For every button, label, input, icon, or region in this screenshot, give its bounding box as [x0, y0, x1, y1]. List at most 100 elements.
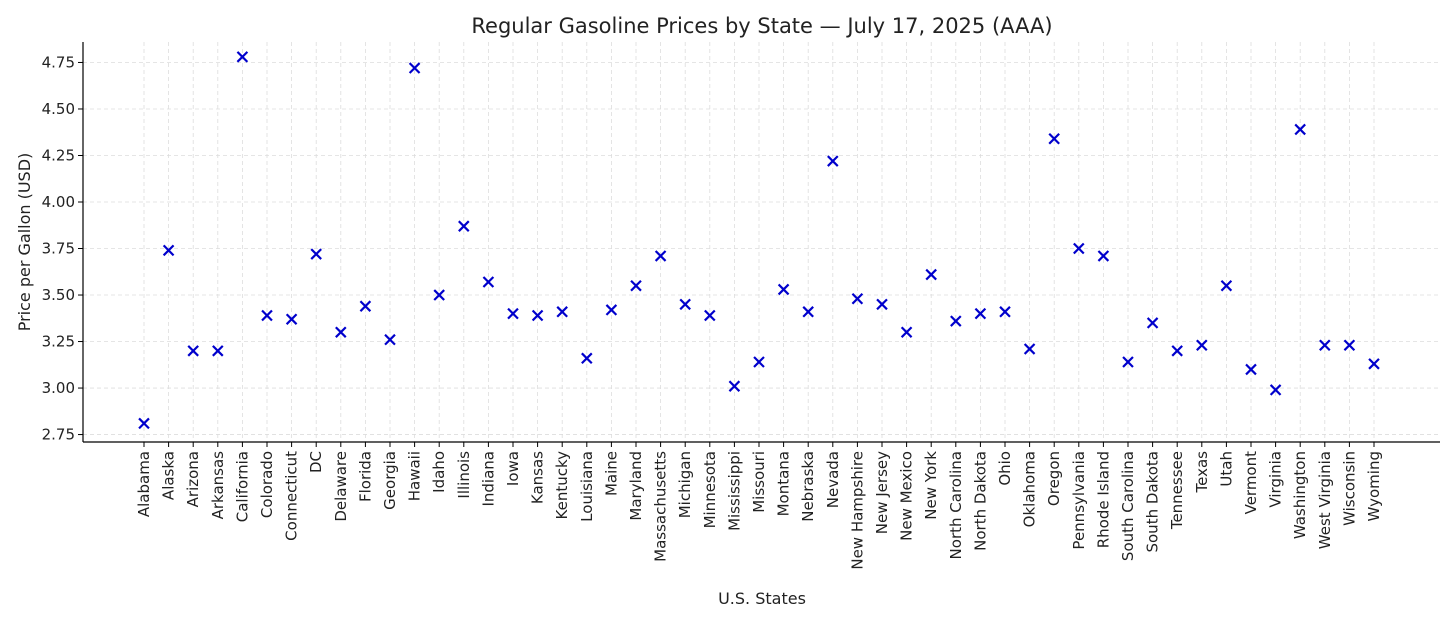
- x-tick-label: South Dakota: [1144, 451, 1162, 553]
- y-tick-label: 3.50: [42, 286, 75, 304]
- data-point: [802, 306, 814, 318]
- y-tick-label: 4.75: [42, 53, 75, 71]
- data-point: [212, 345, 224, 357]
- x-tick-label: Pennsylvania: [1070, 451, 1088, 550]
- x-tick-label: Colorado: [258, 451, 276, 518]
- data-point: [556, 306, 568, 318]
- x-tick-label: Tennessee: [1168, 451, 1186, 530]
- data-point: [679, 298, 691, 311]
- data-point: [187, 345, 199, 357]
- data-point: [507, 307, 519, 320]
- data-point: [777, 283, 790, 296]
- y-tick-label: 4.00: [42, 193, 75, 211]
- x-tick-label: Idaho: [430, 451, 448, 493]
- data-point: [310, 248, 322, 260]
- data-point: [138, 417, 150, 430]
- x-tick-label: Nevada: [824, 451, 842, 508]
- x-axis-ticks: Alabama Alaska Arizona Arkansas California Co…: [135, 442, 1383, 570]
- x-tick-label: Wisconsin: [1340, 451, 1358, 526]
- x-tick-label: Texas: [1193, 451, 1211, 494]
- data-point: [236, 51, 249, 63]
- data-point: [1146, 317, 1159, 329]
- data-point: [1343, 339, 1356, 352]
- y-tick-label: 4.25: [42, 146, 75, 164]
- x-tick-label: Virginia: [1267, 451, 1285, 508]
- data-point: [482, 276, 495, 288]
- data-point: [1023, 343, 1036, 355]
- data-point: [1048, 132, 1060, 145]
- data-point: [1319, 339, 1331, 352]
- data-point: [261, 309, 273, 322]
- x-tick-label: DC: [307, 451, 325, 473]
- data-point: [581, 352, 593, 365]
- x-tick-label: Oklahoma: [1021, 451, 1039, 527]
- x-tick-label: Maryland: [627, 451, 645, 521]
- x-tick-label: Massachusetts: [652, 451, 670, 562]
- data-point: [900, 326, 913, 338]
- x-tick-label: Rhode Island: [1094, 451, 1112, 548]
- x-axis-label: U.S. States: [718, 589, 806, 608]
- x-tick-label: West Virginia: [1316, 451, 1334, 549]
- y-tick-label: 3.25: [42, 333, 75, 351]
- data-point: [728, 380, 741, 392]
- x-tick-label: Oregon: [1045, 451, 1063, 506]
- x-tick-label: Arkansas: [209, 451, 227, 520]
- data-point: [1294, 123, 1306, 136]
- data-point: [384, 333, 396, 346]
- data-point: [1097, 250, 1110, 262]
- data-point: [1220, 279, 1233, 292]
- x-tick-label: Utah: [1217, 451, 1235, 487]
- x-tick-label: Kansas: [529, 451, 547, 504]
- data-point: [1269, 384, 1282, 396]
- x-tick-label: Indiana: [479, 451, 497, 507]
- x-tick-label: California: [233, 451, 251, 522]
- x-tick-label: Alabama: [135, 451, 153, 517]
- y-tick-label: 3.75: [42, 240, 75, 258]
- x-tick-label: Mississippi: [725, 451, 743, 531]
- x-tick-label: Iowa: [504, 451, 522, 486]
- data-point: [433, 289, 445, 301]
- data-point: [1245, 363, 1257, 376]
- x-tick-label: South Carolina: [1119, 451, 1137, 561]
- data-point: [335, 326, 347, 338]
- y-axis-ticks: 2.75 3.00 3.25 3.50 3.75 4.00 4.25 4.50 4.75: [42, 53, 83, 444]
- data-point: [753, 356, 765, 368]
- data-point: [974, 307, 987, 320]
- data-point: [162, 244, 175, 257]
- data-point: [1122, 356, 1134, 368]
- y-tick-label: 2.75: [42, 426, 75, 444]
- data-point: [285, 313, 298, 325]
- x-tick-label: Maine: [602, 451, 620, 496]
- data-point: [925, 268, 937, 281]
- data-point: [1196, 339, 1208, 352]
- x-tick-label: Minnesota: [701, 451, 719, 528]
- data-point: [827, 155, 839, 167]
- data-point: [1368, 358, 1380, 370]
- data-point: [876, 298, 888, 311]
- data-point: [999, 306, 1011, 318]
- x-tick-label: Connecticut: [283, 451, 301, 541]
- x-tick-label: New York: [922, 451, 940, 520]
- x-tick-label: Michigan: [676, 451, 694, 518]
- grid-lines: [83, 42, 1440, 442]
- x-tick-label: Arizona: [184, 451, 202, 507]
- data-point: [704, 309, 716, 322]
- data-point: [1171, 345, 1183, 357]
- x-tick-label: Nebraska: [799, 451, 817, 522]
- data-point: [950, 315, 962, 327]
- data-point: [630, 279, 642, 292]
- x-tick-label: Washington: [1291, 451, 1309, 539]
- y-tick-label: 3.00: [42, 379, 75, 397]
- data-point: [359, 300, 372, 312]
- data-point: [531, 309, 544, 322]
- x-tick-label: Delaware: [332, 451, 350, 522]
- x-tick-label: Ohio: [996, 451, 1014, 486]
- y-axis-label: Price per Gallon (USD): [15, 153, 34, 332]
- x-tick-label: Alaska: [160, 451, 178, 500]
- x-tick-label: North Carolina: [947, 451, 965, 559]
- x-tick-label: Missouri: [750, 451, 768, 513]
- x-tick-label: North Dakota: [971, 451, 989, 551]
- x-tick-label: Montana: [775, 451, 793, 516]
- data-point: [605, 304, 618, 316]
- x-tick-label: Illinois: [455, 451, 473, 499]
